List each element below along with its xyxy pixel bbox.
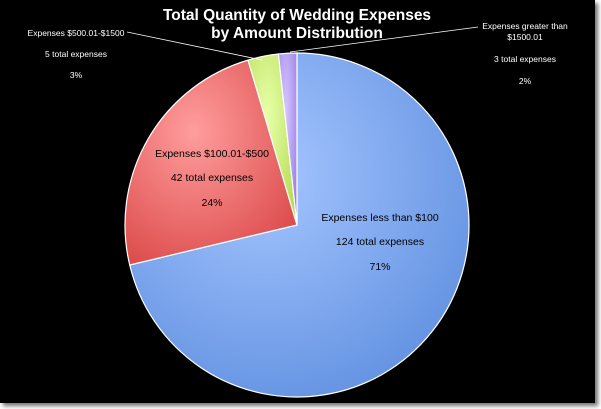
pie-slice-4 [277,52,298,226]
chart-frame: Total Quantity of Wedding Expenses by Am… [0,0,595,403]
leader-line-slice-3 [126,31,263,61]
slice-1-percent: 71% [369,261,390,273]
slice-3-percent: 3% [70,70,83,80]
pie-chart: Total Quantity of Wedding Expenses by Am… [28,7,568,398]
slice-1-label: Expenses less than $100 [321,212,438,224]
pie-slice-1 [128,52,470,398]
slice-3-label: Expenses $500.01-$1500 [28,28,125,38]
leader-line-slice-4 [289,26,479,53]
slice-2-percent: 24% [201,197,222,209]
slice-2-count: 42 total expenses [171,172,253,184]
chart-title-line-2: by Amount Distribution [211,25,383,42]
pie-slices [124,52,470,398]
slice-4-count: 3 total expenses [494,54,556,64]
slice-4-label-line-2: $1500.01 [507,32,543,42]
slice-2-label: Expenses $100.01-$500 [155,148,269,160]
slice-4-percent: 2% [519,76,532,86]
slice-4-label-line-1: Expenses greater than [482,21,568,31]
chart-title-line-1: Total Quantity of Wedding Expenses [163,7,431,24]
pie-slice-2 [124,59,298,266]
slice-3-count: 5 total expenses [45,49,107,59]
slice-1-count: 124 total expenses [336,236,424,248]
